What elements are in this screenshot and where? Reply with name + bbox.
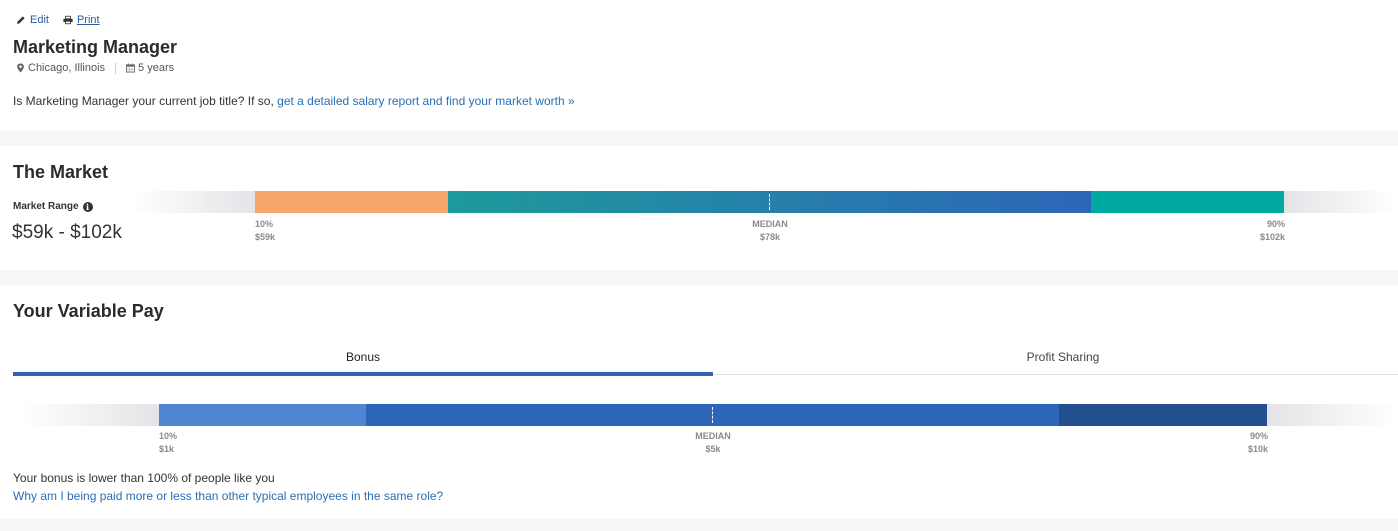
market-tick-high-pct: 90% xyxy=(1266,219,1285,229)
market-bar-fade-left xyxy=(130,191,255,213)
bonus-bar-fade-left xyxy=(20,404,159,426)
bonus-tick-median-label: MEDIAN xyxy=(695,431,731,441)
job-meta: Chicago, Illinois 5 years xyxy=(16,62,174,74)
experience-text: 5 years xyxy=(138,62,175,74)
pencil-icon xyxy=(17,16,25,24)
pay-explanation-link[interactable]: Why am I being paid more or less than ot… xyxy=(13,489,444,503)
bonus-tick-low: 10% $1k xyxy=(159,430,177,456)
market-tick-high-value: $102k xyxy=(1259,232,1285,242)
market-tick-low-pct: 10% xyxy=(255,219,274,229)
tab-profit-sharing[interactable]: Profit Sharing xyxy=(1026,350,1100,364)
edit-label: Edit xyxy=(30,14,49,26)
variable-pay-card: Your Variable Pay Bonus Profit Sharing 1… xyxy=(0,285,1398,519)
job-title-question: Is Marketing Manager your current job ti… xyxy=(13,94,575,108)
experience-item: 5 years xyxy=(126,62,174,74)
market-range-bar xyxy=(255,191,1284,213)
salary-report-link[interactable]: get a detailed salary report and find yo… xyxy=(277,94,575,108)
market-bar-fade-right xyxy=(1284,191,1398,213)
tab-bonus[interactable]: Bonus xyxy=(13,343,713,376)
variable-pay-tabs: Bonus Profit Sharing xyxy=(13,343,1398,376)
market-tick-median: MEDIAN $78k xyxy=(730,218,810,244)
bonus-tick-low-value: $1k xyxy=(159,444,175,454)
bonus-comparison-text: Your bonus is lower than 100% of people … xyxy=(13,471,275,485)
info-icon[interactable]: i xyxy=(82,201,93,212)
market-median-marker xyxy=(769,194,770,210)
question-text: Is Marketing Manager your current job ti… xyxy=(13,94,274,108)
bonus-median-marker xyxy=(712,407,713,423)
map-marker-icon xyxy=(17,63,24,73)
market-tick-high: 90% $102k xyxy=(1225,218,1285,244)
print-button[interactable]: Print xyxy=(63,14,100,26)
bonus-tick-high-pct: 90% xyxy=(1249,431,1268,441)
bonus-tick-median-value: $5k xyxy=(705,444,721,454)
location-text: Chicago, Illinois xyxy=(28,62,106,74)
bonus-tick-high: 90% $10k xyxy=(1208,430,1268,456)
print-label: Print xyxy=(76,14,100,26)
bonus-bar-high-segment xyxy=(1059,404,1267,426)
bonus-tick-high-value: $10k xyxy=(1247,444,1268,454)
printer-icon xyxy=(63,15,73,25)
market-range-label: Market Range i xyxy=(13,201,93,212)
market-heading: The Market xyxy=(13,162,109,182)
market-range-value: $59k - $102k xyxy=(12,222,122,243)
variable-pay-heading: Your Variable Pay xyxy=(13,301,164,321)
calendar-icon xyxy=(126,63,136,73)
market-tick-median-label: MEDIAN xyxy=(752,219,788,229)
meta-divider xyxy=(115,62,117,74)
market-bar-high-segment xyxy=(1091,191,1284,213)
market-tick-median-value: $78k xyxy=(759,232,781,242)
bonus-bar-low-segment xyxy=(159,404,366,426)
bonus-tick-low-pct: 10% xyxy=(159,431,178,441)
action-bar: Edit Print xyxy=(16,14,100,26)
bonus-tick-median: MEDIAN $5k xyxy=(673,430,753,456)
market-bar-low-segment xyxy=(255,191,448,213)
job-title: Marketing Manager xyxy=(13,37,178,57)
location-item: Chicago, Illinois xyxy=(16,62,105,74)
market-tick-low-value: $59k xyxy=(255,232,276,242)
market-card: The Market Market Range i $59k - $102k 1… xyxy=(0,146,1398,270)
bonus-range-bar xyxy=(159,404,1267,426)
job-summary-card: Edit Print Marketing Manager Chicago, Il… xyxy=(0,0,1398,131)
edit-button[interactable]: Edit xyxy=(16,14,49,26)
bonus-bar-fade-right xyxy=(1267,404,1398,426)
market-tick-low: 10% $59k xyxy=(255,218,275,244)
market-range-label-text: Market Range xyxy=(13,201,79,212)
